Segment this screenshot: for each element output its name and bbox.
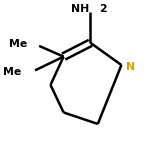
Text: N: N [126,62,135,72]
Text: NH: NH [71,4,89,14]
Text: 2: 2 [99,4,106,14]
Text: Me: Me [3,67,21,77]
Text: Me: Me [9,39,28,49]
